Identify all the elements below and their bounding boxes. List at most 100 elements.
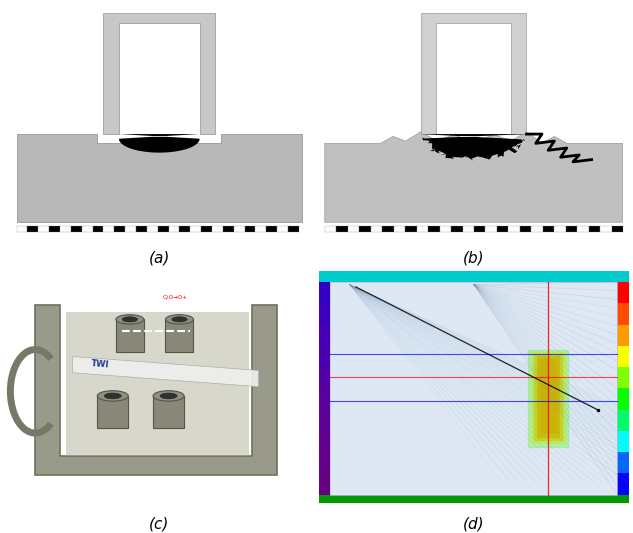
Polygon shape bbox=[421, 134, 527, 160]
Text: (a): (a) bbox=[149, 250, 170, 265]
Bar bbox=[191, 225, 201, 231]
Bar bbox=[136, 225, 147, 231]
Ellipse shape bbox=[116, 314, 144, 324]
Bar bbox=[382, 225, 394, 231]
Bar bbox=[71, 225, 82, 231]
Bar bbox=[617, 325, 629, 346]
Bar bbox=[318, 346, 330, 367]
Bar bbox=[577, 225, 589, 231]
Bar bbox=[318, 473, 330, 495]
Bar bbox=[234, 225, 244, 231]
Bar bbox=[611, 225, 624, 231]
Bar bbox=[318, 367, 330, 389]
Bar bbox=[439, 225, 451, 231]
Text: (c): (c) bbox=[149, 516, 170, 531]
Bar bbox=[417, 225, 428, 231]
Bar bbox=[318, 452, 330, 473]
Bar bbox=[617, 346, 629, 367]
Bar bbox=[617, 367, 629, 389]
Polygon shape bbox=[72, 357, 258, 386]
Bar bbox=[486, 225, 497, 231]
Bar bbox=[318, 389, 330, 410]
Bar bbox=[318, 303, 330, 325]
Bar bbox=[543, 225, 555, 231]
Polygon shape bbox=[35, 305, 277, 475]
Ellipse shape bbox=[104, 393, 122, 399]
Bar bbox=[532, 225, 543, 231]
Bar bbox=[617, 282, 629, 303]
Bar bbox=[180, 225, 191, 231]
Bar bbox=[463, 225, 474, 231]
Polygon shape bbox=[325, 132, 623, 222]
Bar bbox=[318, 431, 330, 452]
Bar bbox=[520, 225, 532, 231]
Polygon shape bbox=[421, 13, 527, 134]
Bar bbox=[115, 225, 125, 231]
Bar bbox=[394, 225, 405, 231]
Bar bbox=[336, 225, 348, 231]
Bar bbox=[600, 225, 611, 231]
Bar bbox=[617, 431, 629, 452]
Bar bbox=[153, 396, 184, 429]
Bar bbox=[617, 389, 629, 410]
Bar bbox=[474, 225, 486, 231]
Bar bbox=[617, 473, 629, 495]
Bar bbox=[212, 225, 223, 231]
Bar bbox=[325, 225, 336, 231]
Bar bbox=[318, 325, 330, 346]
Polygon shape bbox=[66, 312, 249, 456]
Bar bbox=[318, 495, 629, 503]
Bar bbox=[49, 225, 60, 231]
Bar bbox=[103, 225, 115, 231]
Bar bbox=[318, 282, 330, 303]
Ellipse shape bbox=[122, 317, 137, 322]
Bar bbox=[158, 225, 168, 231]
Bar bbox=[38, 225, 49, 231]
Text: Q.0→0+: Q.0→0+ bbox=[162, 295, 187, 300]
Ellipse shape bbox=[160, 393, 177, 399]
Ellipse shape bbox=[153, 391, 184, 401]
Bar bbox=[277, 225, 288, 231]
Text: TWI: TWI bbox=[91, 359, 110, 370]
Bar bbox=[508, 225, 520, 231]
Bar bbox=[318, 271, 629, 282]
Bar bbox=[371, 225, 382, 231]
Ellipse shape bbox=[172, 317, 187, 322]
Bar bbox=[97, 396, 128, 429]
Bar bbox=[566, 225, 577, 231]
Bar bbox=[60, 225, 71, 231]
Bar bbox=[266, 225, 277, 231]
Bar bbox=[617, 452, 629, 473]
Bar bbox=[256, 225, 266, 231]
Bar bbox=[405, 225, 417, 231]
Polygon shape bbox=[16, 134, 302, 222]
Bar bbox=[92, 225, 103, 231]
Text: (d): (d) bbox=[463, 516, 484, 531]
Ellipse shape bbox=[97, 391, 128, 401]
Bar bbox=[201, 225, 212, 231]
Bar bbox=[16, 225, 27, 231]
Bar bbox=[555, 225, 566, 231]
Bar bbox=[617, 303, 629, 325]
Bar bbox=[589, 225, 600, 231]
Bar bbox=[223, 225, 234, 231]
Bar bbox=[617, 410, 629, 431]
Bar bbox=[147, 225, 158, 231]
Polygon shape bbox=[119, 134, 199, 152]
Bar bbox=[428, 225, 439, 231]
Bar bbox=[82, 225, 92, 231]
Bar bbox=[27, 225, 38, 231]
Bar bbox=[288, 225, 299, 231]
Bar bbox=[116, 319, 144, 352]
Bar bbox=[348, 225, 359, 231]
Bar bbox=[359, 225, 371, 231]
Bar bbox=[125, 225, 136, 231]
Polygon shape bbox=[103, 13, 215, 134]
Bar bbox=[451, 225, 463, 231]
Bar bbox=[244, 225, 256, 231]
Bar bbox=[165, 319, 194, 352]
Bar bbox=[168, 225, 180, 231]
Bar bbox=[497, 225, 508, 231]
Bar bbox=[318, 410, 330, 431]
Text: (b): (b) bbox=[463, 250, 484, 265]
